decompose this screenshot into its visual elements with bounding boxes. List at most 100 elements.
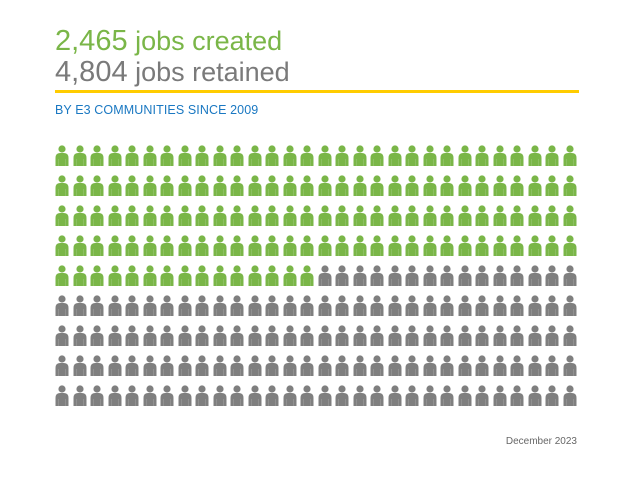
person-icon-created	[300, 145, 314, 166]
person-icon-created	[370, 235, 384, 256]
person-icon-retained	[493, 295, 506, 316]
person-icon-created	[73, 265, 86, 286]
person-icon-retained	[475, 355, 489, 376]
person-icon-created	[388, 145, 401, 166]
person-icon-created	[213, 145, 226, 166]
person-icon-retained	[125, 385, 139, 406]
person-icon-retained	[405, 325, 419, 346]
person-icon-created	[160, 265, 174, 286]
person-icon-retained	[90, 355, 104, 376]
person-icon-created	[475, 235, 489, 256]
person-icon-retained	[335, 295, 349, 316]
person-icon-retained	[230, 355, 244, 376]
person-icon-retained	[90, 295, 104, 316]
person-icon-created	[545, 145, 559, 166]
person-icon-retained	[353, 325, 366, 346]
person-icon-created	[160, 175, 174, 196]
person-icon-retained	[545, 355, 559, 376]
person-icon-retained	[283, 385, 296, 406]
person-icon-created	[423, 205, 436, 226]
person-icon-created	[143, 175, 156, 196]
person-icon-created	[230, 235, 244, 256]
person-icon-retained	[563, 265, 576, 286]
person-icon-created	[370, 175, 384, 196]
person-icon-created	[510, 175, 524, 196]
person-icon-created	[248, 205, 261, 226]
person-icon-retained	[248, 355, 261, 376]
person-icon-created	[213, 205, 226, 226]
pictogram-row	[54, 294, 584, 324]
person-icon-created	[388, 205, 401, 226]
person-icon-retained	[90, 325, 104, 346]
person-icon-created	[230, 265, 244, 286]
person-icon-created	[265, 175, 279, 196]
person-icon-retained	[458, 295, 471, 316]
person-icon-created	[440, 175, 454, 196]
person-icon-created	[143, 205, 156, 226]
jobs-retained-number: 4,804	[55, 56, 128, 88]
person-icon-retained	[510, 385, 524, 406]
person-icon-retained	[213, 295, 226, 316]
person-icon-retained	[265, 385, 279, 406]
person-icon-created	[335, 235, 349, 256]
jobs-retained-headline: 4,804 jobs retained	[55, 57, 290, 87]
person-icon-retained	[353, 265, 366, 286]
pictogram-row	[54, 384, 584, 414]
person-icon-retained	[55, 295, 69, 316]
person-icon-created	[178, 145, 191, 166]
person-icon-retained	[73, 385, 86, 406]
person-icon-retained	[475, 265, 489, 286]
person-icon-retained	[475, 295, 489, 316]
person-icon-created	[510, 145, 524, 166]
person-icon-retained	[440, 385, 454, 406]
pictogram-row	[54, 354, 584, 384]
person-icon-retained	[370, 385, 384, 406]
person-icon-created	[90, 235, 104, 256]
person-icon-retained	[55, 325, 69, 346]
person-icon-retained	[423, 325, 436, 346]
person-icon-retained	[353, 385, 366, 406]
person-icon-created	[73, 205, 86, 226]
person-icon-created	[143, 145, 156, 166]
person-icon-retained	[265, 325, 279, 346]
person-icon-retained	[195, 295, 209, 316]
person-icon-retained	[108, 325, 121, 346]
divider	[55, 90, 579, 93]
person-icon-created	[143, 265, 156, 286]
person-icon-created	[475, 175, 489, 196]
person-icon-retained	[475, 325, 489, 346]
person-icon-created	[493, 205, 506, 226]
person-icon-created	[405, 205, 419, 226]
person-icon-created	[283, 175, 296, 196]
person-icon-created	[510, 235, 524, 256]
person-icon-created	[440, 145, 454, 166]
pictogram-row	[54, 204, 584, 234]
person-icon-created	[318, 205, 331, 226]
pictogram-row	[54, 324, 584, 354]
person-icon-retained	[388, 265, 401, 286]
person-icon-retained	[528, 385, 541, 406]
person-icon-created	[213, 175, 226, 196]
person-icon-retained	[300, 355, 314, 376]
person-icon-retained	[370, 265, 384, 286]
person-icon-created	[283, 145, 296, 166]
person-icon-retained	[300, 325, 314, 346]
pictogram-row	[54, 234, 584, 264]
person-icon-created	[475, 145, 489, 166]
person-icon-created	[423, 235, 436, 256]
person-icon-retained	[388, 295, 401, 316]
person-icon-created	[493, 175, 506, 196]
person-icon-retained	[230, 295, 244, 316]
person-icon-retained	[528, 265, 541, 286]
person-icon-retained	[458, 385, 471, 406]
person-icon-created	[55, 235, 69, 256]
person-icon-created	[510, 205, 524, 226]
person-icon-retained	[423, 355, 436, 376]
person-icon-retained	[370, 295, 384, 316]
person-icon-retained	[440, 265, 454, 286]
person-icon-retained	[318, 325, 331, 346]
person-icon-created	[563, 205, 576, 226]
person-icon-retained	[335, 385, 349, 406]
person-icon-retained	[335, 355, 349, 376]
person-icon-created	[493, 235, 506, 256]
